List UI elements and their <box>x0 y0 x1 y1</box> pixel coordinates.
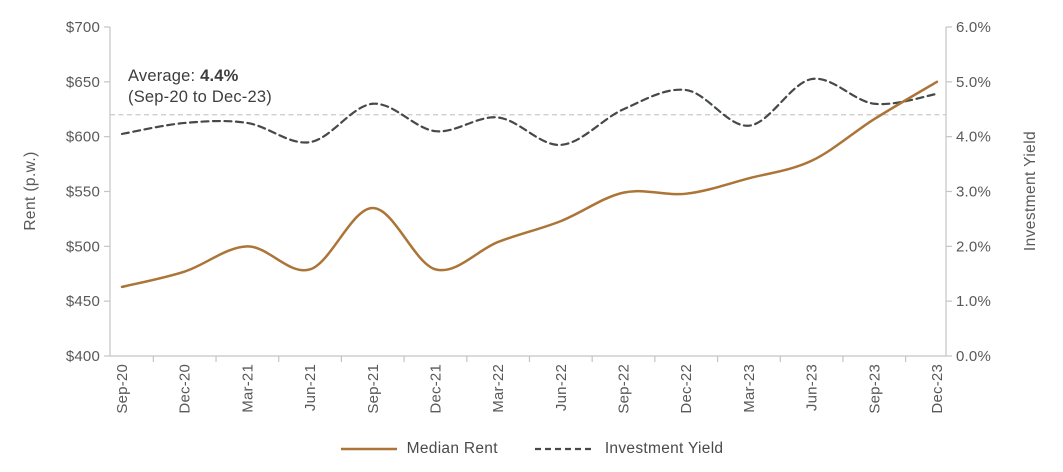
investment-yield-legend-line-icon <box>534 447 595 451</box>
x-axis-tick-label: Sep-21 <box>365 364 382 414</box>
right-axis-title: Investment Yield <box>1022 130 1039 252</box>
left-axis-tick-label: $550 <box>66 184 100 201</box>
right-axis-tick-label: 1.0% <box>956 293 991 310</box>
x-axis-tick-label: Mar-22 <box>490 364 507 413</box>
legend-item-investment-yield: Investment Yield <box>534 440 724 458</box>
left-axis-tick-label: $700 <box>66 19 100 36</box>
x-axis-tick-label: Sep-20 <box>114 364 131 414</box>
left-axis-tick-label: $600 <box>66 129 100 146</box>
average-annotation: Average: 4.4% (Sep-20 to Dec-23) <box>128 66 272 108</box>
right-axis-tick-label: 2.0% <box>956 238 991 255</box>
left-axis-tick-label: $650 <box>66 74 100 91</box>
x-axis-tick-label: Dec-23 <box>929 364 946 414</box>
right-axis-tick-label: 0.0% <box>956 348 991 365</box>
x-axis-tick-label: Dec-20 <box>177 364 194 414</box>
average-annotation-line2: (Sep-20 to Dec-23) <box>128 88 272 106</box>
chart-legend: Median Rent Investment Yield <box>0 440 1063 458</box>
legend-label-median-rent: Median Rent <box>406 440 498 457</box>
left-axis-tick-label: $500 <box>66 238 100 255</box>
x-axis-tick-label: Mar-23 <box>741 364 758 413</box>
right-axis-tick-label: 6.0% <box>956 19 991 36</box>
x-axis-tick-label: Dec-21 <box>427 364 444 414</box>
x-axis-tick-label: Jun-22 <box>553 364 570 411</box>
investment-yield-line <box>120 77 939 146</box>
right-axis-tick-label: 3.0% <box>956 184 991 201</box>
average-annotation-value: 4.4% <box>200 67 239 85</box>
x-axis-tick-label: Jun-23 <box>804 364 821 411</box>
left-axis-tick-label: $450 <box>66 293 100 310</box>
left-axis-title: Rent (p.w.) <box>22 151 39 231</box>
legend-item-median-rent: Median Rent <box>340 440 498 458</box>
x-axis-tick-label: Jun-21 <box>302 364 319 411</box>
median-rent-legend-line-icon <box>340 447 397 451</box>
x-axis-tick-label: Dec-22 <box>678 364 695 414</box>
right-axis-tick-label: 4.0% <box>956 129 991 146</box>
left-axis-tick-label: $400 <box>66 348 100 365</box>
average-annotation-line1: Average: 4.4% <box>128 66 272 87</box>
average-annotation-label: Average: <box>128 67 201 85</box>
x-axis-tick-label: Mar-21 <box>239 364 256 413</box>
legend-label-investment-yield: Investment Yield <box>604 440 724 457</box>
median-rent-line <box>120 80 939 289</box>
x-axis-tick-label: Sep-23 <box>866 364 883 414</box>
right-axis-tick-label: 5.0% <box>956 74 991 91</box>
x-axis-tick-label: Sep-22 <box>616 364 633 414</box>
